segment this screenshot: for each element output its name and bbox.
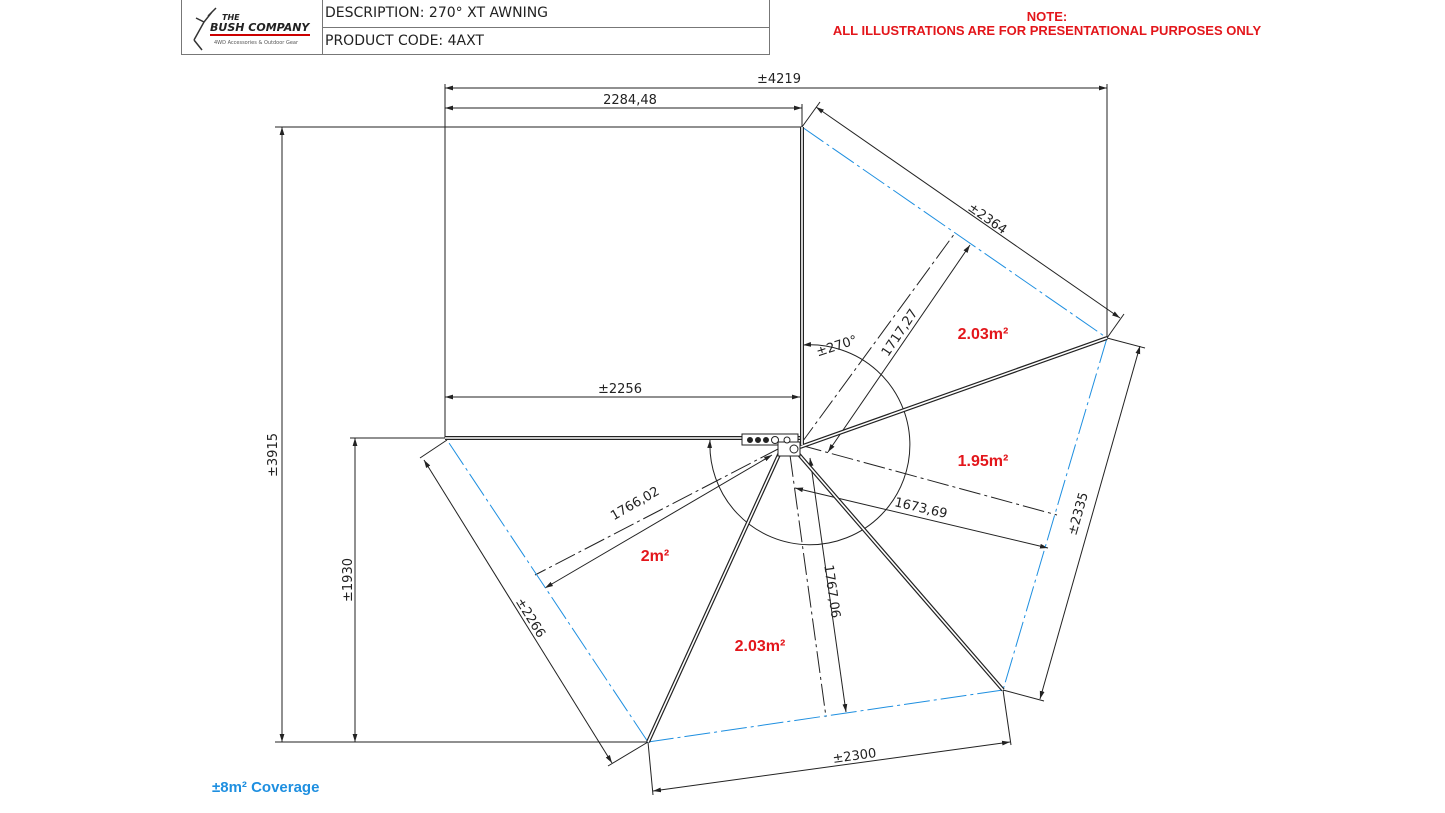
dim-line-radial-2 [794,487,1049,549]
panel-edge-1 [801,126,1108,339]
dim-edge-1: ±2364 [965,200,1010,238]
dim-edge-4: ±2266 [512,596,548,641]
pivot-bracket [741,433,801,457]
dim-line-edge-1 [815,106,1121,319]
dim-rect-width: 2284,48 [603,93,657,108]
dim-edge-3: ±2300 [832,746,878,767]
svg-text:THE: THE [222,13,240,22]
dim-line-radial-4 [544,454,773,589]
panel-edge-3 [647,689,1004,743]
dim-line-edge-3 [652,740,1011,793]
dim-overall-width: ±4219 [757,72,801,87]
title-block: THE BUSH COMPANY 4WD Accessories & Outdo… [181,0,770,55]
angle-arc [707,342,911,546]
note-text: ALL ILLUSTRATIONS ARE FOR PRESENTATIONAL… [832,23,1262,38]
dim-radial-1: 1717,27 [879,307,922,360]
product-code-field: PRODUCT CODE: 4AXT [323,26,769,55]
coverage-label: ±8m² Coverage [212,779,320,796]
description-field: DESCRIPTION: 270° XT AWNING [325,5,549,22]
svg-text:4WD Accessories & Outdoor Gear: 4WD Accessories & Outdoor Gear [214,40,299,46]
stag-logo-icon: THE BUSH COMPANY 4WD Accessories & Outdo… [193,7,310,51]
area-panel-3: 2.03m² [735,638,786,655]
note: NOTE: ALL ILLUSTRATIONS ARE FOR PRESENTA… [800,10,1294,38]
area-panel-4: 2m² [641,548,669,565]
dim-radial-3: 1767,06 [820,564,842,619]
dim-line-edge-2 [1039,345,1141,700]
dim-lower-height: ±1930 [341,558,356,602]
area-panel-2: 1.95m² [958,453,1009,470]
dim-overall-height: ±3915 [266,433,281,477]
area-panel-1: 2.03m² [958,326,1009,343]
panel-edge-4 [446,439,649,743]
dim-line-edge-4 [423,459,613,764]
svg-text:BUSH COMPANY: BUSH COMPANY [210,21,310,34]
dim-inner-width: ±2256 [598,382,642,397]
note-title: NOTE: [1026,9,1068,24]
panel-edge-2 [1002,337,1108,691]
dim-angle: ±270° [815,333,860,360]
dim-line-radial-1 [827,244,971,453]
dim-line-radial-3 [808,457,848,713]
dim-radial-4: 1766,02 [608,484,662,524]
company-logo: THE BUSH COMPANY 4WD Accessories & Outdo… [182,0,323,54]
